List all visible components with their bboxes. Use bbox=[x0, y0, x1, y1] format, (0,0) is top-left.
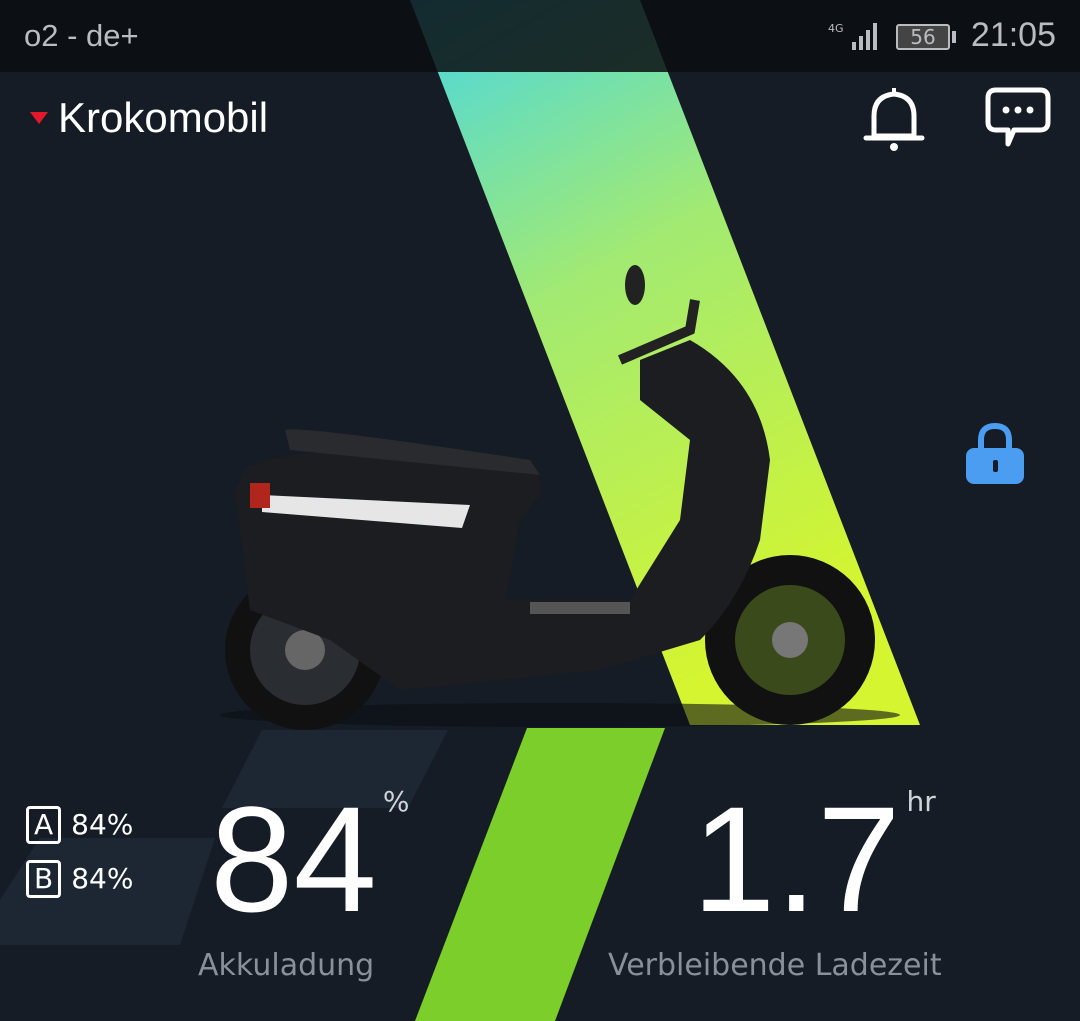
charge-metric: 1.7 hr bbox=[692, 784, 936, 934]
signal-icon: 4G bbox=[828, 22, 877, 50]
bell-icon[interactable] bbox=[862, 86, 926, 152]
battery-a-value: 84% bbox=[71, 808, 134, 841]
vehicle-selector[interactable]: Krokomobil bbox=[30, 94, 268, 142]
clock: 21:05 bbox=[970, 16, 1056, 54]
charge-time-label: Verbleibende Ladezeit bbox=[608, 948, 942, 983]
green-stripe bbox=[415, 728, 665, 1021]
battery-tip bbox=[952, 31, 956, 43]
battery-metric: 84 % bbox=[210, 784, 409, 934]
battery-a: A 84% bbox=[26, 806, 133, 844]
status-bar: o2 - de+ 4G 56 21:05 bbox=[0, 0, 1080, 72]
charge-time-value: 1.7 bbox=[692, 775, 901, 943]
network-type: 4G bbox=[828, 22, 844, 35]
scooter-image bbox=[220, 265, 900, 730]
panel-shape bbox=[222, 730, 448, 808]
battery-percentage: 84 bbox=[210, 775, 377, 943]
dropdown-triangle-icon bbox=[30, 112, 48, 124]
chat-icon[interactable] bbox=[984, 86, 1052, 150]
charge-time-unit: hr bbox=[906, 785, 936, 818]
lock-icon[interactable] bbox=[964, 420, 1026, 486]
battery-indicator: 56 bbox=[896, 24, 950, 50]
battery-label: Akkuladung bbox=[198, 948, 375, 983]
vehicle-name: Krokomobil bbox=[58, 94, 269, 141]
carrier-name: o2 - de+ bbox=[24, 18, 139, 53]
battery-unit: % bbox=[382, 785, 410, 818]
battery-b: B 84% bbox=[26, 860, 133, 898]
battery-b-icon: B bbox=[26, 860, 62, 898]
battery-a-icon: A bbox=[26, 806, 62, 844]
battery-b-value: 84% bbox=[71, 862, 134, 895]
panel-shape bbox=[0, 838, 215, 945]
